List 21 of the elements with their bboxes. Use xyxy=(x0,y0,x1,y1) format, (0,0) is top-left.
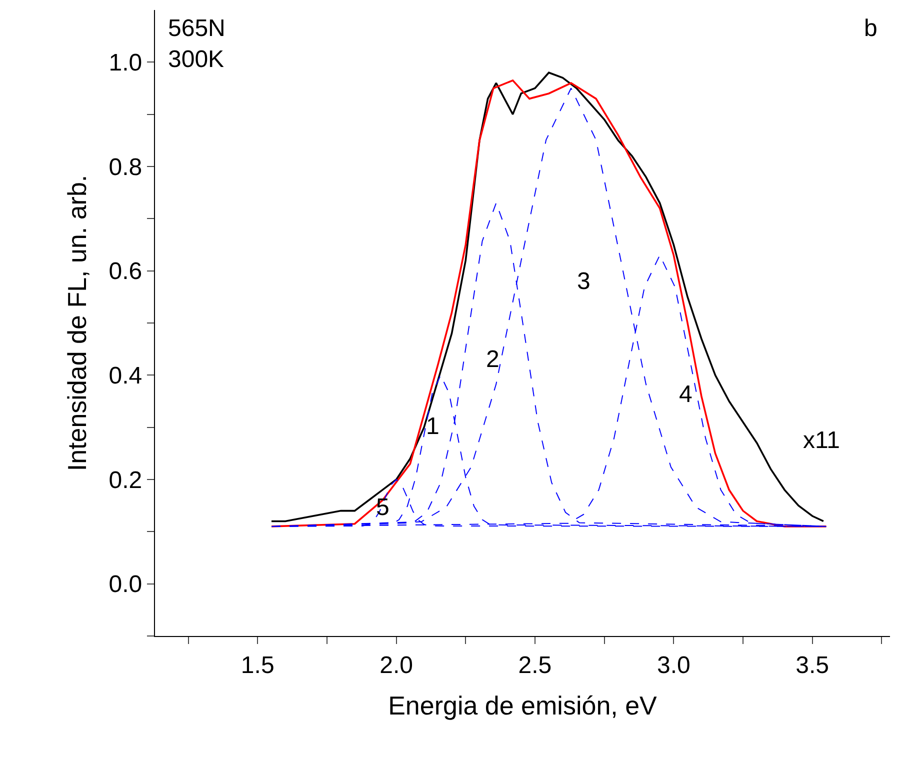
annotation: 2 xyxy=(486,346,500,373)
y-tick-label: 1.0 xyxy=(108,50,142,77)
y-axis-title: Intensidad de FL, un. arb. xyxy=(62,174,92,472)
y-tick-label: 0.8 xyxy=(108,154,142,181)
annotation: 565N 300K xyxy=(168,15,226,74)
y-tick-label: 0.6 xyxy=(108,258,142,286)
annotation: 3 xyxy=(577,268,590,295)
x-tick-label: 2.0 xyxy=(380,652,413,679)
x-tick-label: 1.5 xyxy=(240,652,274,679)
x-tick-label: 3.0 xyxy=(656,652,690,679)
y-tick-label: 0.2 xyxy=(108,466,142,494)
x-axis-title: Energia de emisión, eV xyxy=(388,690,658,721)
annotation: 4 xyxy=(679,381,692,408)
y-tick-label: 0.0 xyxy=(108,571,142,598)
annotation: b xyxy=(864,15,878,42)
x-tick-label: 2.5 xyxy=(518,652,552,679)
annotation: 5 xyxy=(376,494,390,521)
annotation: x11 xyxy=(803,427,840,454)
annotation: 1 xyxy=(426,413,440,440)
x-tick-label: 3.5 xyxy=(796,652,830,679)
y-tick-label: 0.4 xyxy=(108,362,142,390)
